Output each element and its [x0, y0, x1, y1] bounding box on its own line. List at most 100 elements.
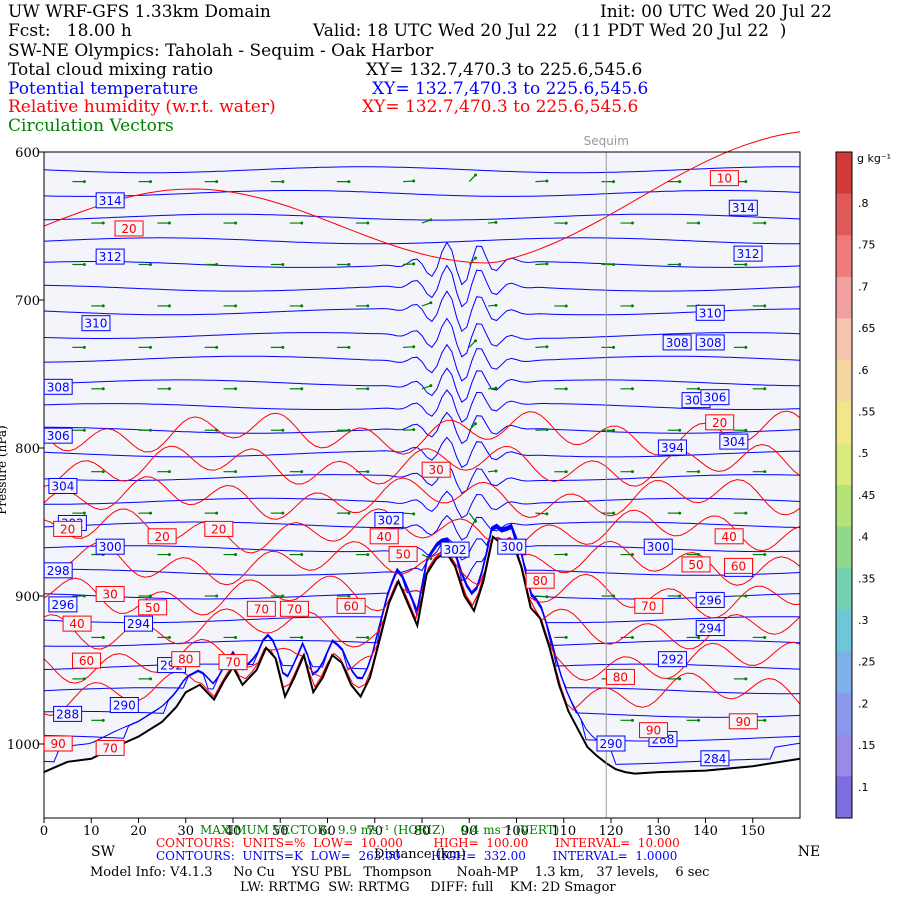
colorbar-label: .8: [858, 197, 869, 210]
rh-label: 80: [613, 670, 628, 684]
vector-head: [300, 304, 304, 308]
circulation-vector: [535, 512, 547, 515]
rh-label-box: [714, 528, 744, 545]
vector-head: [149, 345, 152, 349]
colorbar-label: .1: [858, 781, 869, 794]
vector-head: [697, 635, 701, 639]
vector-head: [300, 470, 304, 474]
theta-label: 304: [51, 479, 74, 493]
theta-contour: [43, 436, 800, 469]
vector-head: [215, 511, 219, 515]
theta-label-box: [374, 512, 404, 529]
vector-head: [412, 262, 416, 266]
vector-head: [366, 553, 370, 557]
vector-head: [630, 635, 634, 639]
rh-label: 20: [211, 522, 226, 536]
vector-head: [630, 718, 634, 722]
vector-head: [300, 387, 304, 391]
theta-label: 394: [661, 441, 684, 455]
vector-head: [763, 635, 767, 639]
rh-contour-upper: [43, 131, 801, 264]
rh-label-box: [634, 597, 664, 614]
vector-head: [234, 553, 238, 557]
vector-head: [763, 387, 767, 391]
circulation-vector: [468, 512, 476, 522]
circulation-vector: [403, 263, 414, 266]
rh-label-box: [724, 557, 754, 574]
vector-head: [149, 428, 152, 432]
rh-label: 20: [121, 222, 136, 236]
colorbar-cell: [836, 651, 852, 694]
theta-label: 308: [699, 336, 722, 350]
vector-head: [149, 180, 152, 184]
colorbar-label: .3: [858, 614, 869, 627]
theta-label: 314: [99, 194, 122, 208]
circulation-vector: [421, 219, 432, 224]
vector-head: [564, 304, 568, 308]
theta-contour: [43, 166, 801, 174]
vector-head: [744, 677, 748, 681]
vector-head: [564, 221, 568, 225]
rh-label: 60: [343, 599, 358, 613]
circulation-vector: [535, 595, 547, 598]
vector-head: [149, 677, 152, 681]
theta-contour: [43, 367, 801, 403]
x-tick-label: 130: [646, 824, 671, 839]
theta-label-box: [728, 199, 758, 216]
max-vector-note: MAXIMUM VECTOR: 9.9 ms⁻¹ (HORIZ) 0.4 ms⁻…: [200, 823, 560, 837]
rh-contour: [43, 536, 801, 619]
x-tick-label: 0: [40, 824, 48, 839]
rh-label: 90: [736, 715, 751, 729]
rh-contour-info: CONTOURS: UNITS=% LOW= 10.000 HIGH= 100.…: [156, 836, 680, 850]
vector-head: [101, 635, 105, 639]
sequim-label: Sequim: [584, 134, 629, 148]
vector-head: [473, 422, 477, 426]
theta-label: 312: [737, 247, 760, 261]
theta-contour: [43, 237, 800, 245]
vector-head: [366, 636, 370, 640]
vector-head: [473, 256, 477, 260]
rh-label: 40: [69, 617, 84, 631]
vector-head: [763, 718, 767, 722]
vector-head: [545, 428, 549, 432]
x-tick-label: 90: [461, 824, 478, 839]
theta-label: 288: [56, 707, 79, 721]
vector-head: [630, 304, 634, 308]
vector-head: [82, 677, 86, 681]
field-vectors: Circulation Vectors: [8, 116, 174, 136]
colorbar-label: .2: [858, 697, 869, 710]
vector-head: [82, 511, 86, 515]
vector-head: [744, 262, 748, 266]
circulation-vector: [468, 257, 476, 265]
y-tick-label: 900: [15, 590, 40, 605]
rh-label-box: [43, 735, 73, 752]
vector-head: [82, 262, 86, 266]
vector-head: [564, 635, 568, 639]
rh-label: 70: [641, 599, 656, 613]
rh-label-box: [62, 615, 92, 632]
theta-contour: [44, 343, 801, 382]
vector-head: [101, 304, 105, 308]
rh-label-box: [72, 652, 102, 669]
vector-head: [366, 304, 370, 308]
vector-head: [281, 594, 285, 598]
y-tick-label: 700: [15, 294, 40, 309]
rh-label: 10: [717, 172, 732, 186]
theta-label-box: [109, 697, 139, 714]
theta-label-box: [700, 389, 730, 406]
theta-label: 308: [666, 336, 689, 350]
colorbar-label: .25: [858, 656, 876, 669]
vector-head: [101, 221, 105, 225]
circulation-vector: [421, 385, 432, 390]
vector-head: [234, 470, 238, 474]
rh-label: 70: [287, 602, 302, 616]
theta-label: 296: [51, 598, 74, 612]
colorbar-label: .35: [858, 572, 876, 585]
theta-contour: [43, 389, 801, 423]
x-tick-label: 20: [130, 824, 147, 839]
vector-head: [612, 511, 616, 515]
theta-label: 294: [699, 622, 722, 636]
colorbar-cell: [836, 568, 852, 611]
rh-label: 20: [712, 416, 727, 430]
rh-label-box: [639, 722, 669, 739]
